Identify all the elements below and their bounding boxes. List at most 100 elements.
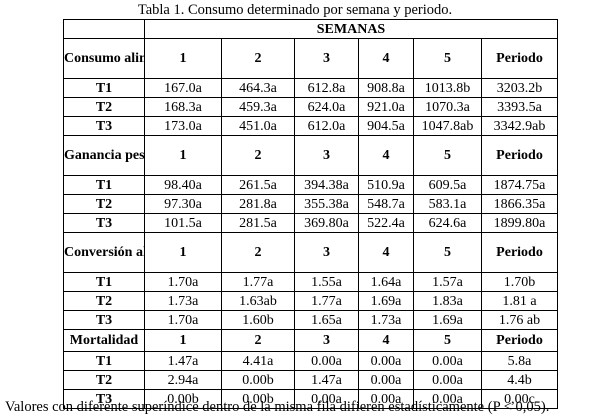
value-cell: 464.3a xyxy=(221,78,295,98)
column-header: Periodo xyxy=(481,329,558,352)
table-row: T1 98.40a 261.5a 394.38a 510.9a 609.5a 1874.75… xyxy=(63,175,558,195)
column-header: 5 xyxy=(413,38,482,79)
table-row: T1 167.0a 464.3a 612.8a 908.8a 1013.8b 3203.2b xyxy=(63,78,558,98)
value-cell: 904.5a xyxy=(358,116,414,136)
value-cell: 369.80a xyxy=(294,213,359,233)
column-header: 2 xyxy=(221,135,295,176)
column-header: 4 xyxy=(358,38,414,79)
column-header: 2 xyxy=(221,232,295,273)
value-cell: 281.8a xyxy=(221,194,295,214)
value-cell: 3393.5a xyxy=(481,97,558,117)
value-cell: 0.00a xyxy=(358,351,414,371)
weeks-group-header: SEMANAS xyxy=(144,19,558,39)
value-cell: 1.63ab xyxy=(221,291,295,311)
treatment-label: T3 xyxy=(63,116,145,136)
value-cell: 5.8a xyxy=(481,351,558,371)
treatment-label: T1 xyxy=(63,351,145,371)
column-header: 1 xyxy=(144,38,222,79)
value-cell: 1047.8ab xyxy=(413,116,482,136)
column-header: Periodo xyxy=(481,232,558,273)
value-cell: 624.6a xyxy=(413,213,482,233)
corner-cell xyxy=(63,19,145,39)
column-header: 4 xyxy=(358,329,414,352)
value-cell: 97.30a xyxy=(144,194,222,214)
value-cell: 4.4b xyxy=(481,370,558,390)
value-cell: 1.60b xyxy=(221,310,295,330)
value-cell: 1.69a xyxy=(413,310,482,330)
value-cell: 1.65a xyxy=(294,310,359,330)
value-cell: 1013.8b xyxy=(413,78,482,98)
column-header: 5 xyxy=(413,329,482,352)
treatment-label: T2 xyxy=(63,291,145,311)
column-header: 3 xyxy=(294,329,359,352)
table-row: T3 0.00b 0.00b 0.00a 0.00a 0.00a 0,00c xyxy=(63,389,558,409)
column-header: 5 xyxy=(413,135,482,176)
table-row: T3 101.5a 281.5a 369.80a 522.4a 624.6a 1899.80… xyxy=(63,213,558,233)
value-cell: 0.00a xyxy=(358,389,414,409)
value-cell: 1.47a xyxy=(144,351,222,371)
value-cell: 1.70a xyxy=(144,272,222,292)
column-header: 3 xyxy=(294,232,359,273)
value-cell: 1.69a xyxy=(358,291,414,311)
value-cell: 1.73a xyxy=(144,291,222,311)
column-header: 3 xyxy=(294,38,359,79)
value-cell: 0,00c xyxy=(481,389,558,409)
treatment-label: T3 xyxy=(63,389,145,409)
results-table: SEMANAS Consumo alimento12345PeriodoT116… xyxy=(63,19,558,409)
value-cell: 101.5a xyxy=(144,213,222,233)
value-cell: 459.3a xyxy=(221,97,295,117)
value-cell: 4.41a xyxy=(221,351,295,371)
table-footnote: Valores con diferente superíndice dentro… xyxy=(5,399,550,415)
column-header: 1 xyxy=(144,329,222,352)
value-cell: 1.57a xyxy=(413,272,482,292)
value-cell: 1.70b xyxy=(481,272,558,292)
table-body: SEMANAS Consumo alimento12345PeriodoT116… xyxy=(63,19,558,409)
column-header: Periodo xyxy=(481,135,558,176)
treatment-label: T2 xyxy=(63,97,145,117)
value-cell: 1.76 ab xyxy=(481,310,558,330)
value-cell: 98.40a xyxy=(144,175,222,195)
value-cell: 0.00a xyxy=(358,370,414,390)
table-row: T2 97.30a 281.8a 355.38a 548.7a 583.1a 1866.35… xyxy=(63,194,558,214)
value-cell: 167.0a xyxy=(144,78,222,98)
value-cell: 0.00b xyxy=(221,370,295,390)
value-cell: 394.38a xyxy=(294,175,359,195)
value-cell: 1.77a xyxy=(294,291,359,311)
treatment-label: T3 xyxy=(63,213,145,233)
value-cell: 3342.9ab xyxy=(481,116,558,136)
value-cell: 261.5a xyxy=(221,175,295,195)
value-cell: 1.81 a xyxy=(481,291,558,311)
value-cell: 609.5a xyxy=(413,175,482,195)
value-cell: 908.8a xyxy=(358,78,414,98)
value-cell: 0.00b xyxy=(221,389,295,409)
value-cell: 2.94a xyxy=(144,370,222,390)
value-cell: 0.00a xyxy=(413,389,482,409)
column-header: 5 xyxy=(413,232,482,273)
section-header-row: Consumo alimento12345Periodo xyxy=(63,38,558,79)
table-caption: Tabla 1. Consumo determinado por semana … xyxy=(137,2,453,18)
value-cell: 921.0a xyxy=(358,97,414,117)
value-cell: 510.9a xyxy=(358,175,414,195)
value-cell: 1899.80a xyxy=(481,213,558,233)
value-cell: 624.0a xyxy=(294,97,359,117)
value-cell: 1.70a xyxy=(144,310,222,330)
value-cell: 612.8a xyxy=(294,78,359,98)
value-cell: 548.7a xyxy=(358,194,414,214)
value-cell: 1070.3a xyxy=(413,97,482,117)
table-row: T3 173.0a 451.0a 612.0a 904.5a 1047.8ab 3342.9… xyxy=(63,116,558,136)
table-row: T2 1.73a 1.63ab 1.77a 1.69a 1.83a 1.81 a xyxy=(63,291,558,311)
table-row: T2 168.3a 459.3a 624.0a 921.0a 1070.3a 3393.5a xyxy=(63,97,558,117)
treatment-label: T2 xyxy=(63,370,145,390)
column-header: 4 xyxy=(358,232,414,273)
column-header: 3 xyxy=(294,135,359,176)
section-header-row: Mortalidad 1 2 3 4 5 Periodo xyxy=(63,329,558,352)
value-cell: 583.1a xyxy=(413,194,482,214)
column-header: 1 xyxy=(144,135,222,176)
value-cell: 281.5a xyxy=(221,213,295,233)
value-cell: 612.0a xyxy=(294,116,359,136)
value-cell: 1.83a xyxy=(413,291,482,311)
value-cell: 1.55a xyxy=(294,272,359,292)
treatment-label: T1 xyxy=(63,272,145,292)
treatment-label: T3 xyxy=(63,310,145,330)
value-cell: 173.0a xyxy=(144,116,222,136)
